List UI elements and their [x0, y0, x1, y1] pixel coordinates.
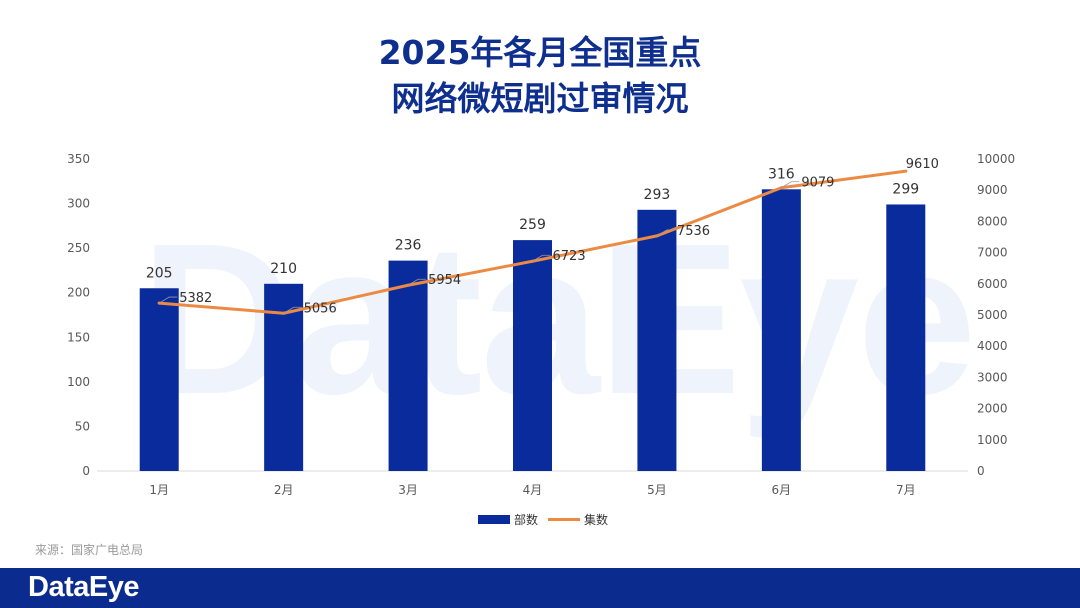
- bar: [637, 209, 677, 471]
- y-left-tick-label: 350: [67, 152, 90, 166]
- bar-series: [139, 189, 926, 471]
- y-right-tick-label: 4000: [977, 339, 1008, 353]
- line-label-leader: [159, 296, 178, 304]
- y-right-tick-label: 0: [977, 464, 985, 478]
- line-value-label: 5382: [179, 291, 212, 306]
- x-tick-label: 4月: [523, 483, 543, 497]
- y-left-tick-label: 0: [82, 464, 90, 478]
- y-right-tick-label: 1000: [977, 433, 1008, 447]
- bar: [886, 204, 926, 471]
- line-point: [904, 169, 908, 173]
- bar-value-label: 299: [892, 181, 919, 197]
- bar-value-label: 293: [644, 187, 671, 203]
- footer-bar: DataEye: [0, 568, 1080, 608]
- legend: 部数 集数: [478, 512, 608, 527]
- legend-line-label: 集数: [584, 512, 608, 527]
- line-label-leader: [283, 306, 302, 314]
- bar: [264, 283, 304, 471]
- y-right-tick-label: 9000: [977, 183, 1008, 197]
- x-tick-label: 5月: [647, 483, 667, 497]
- bar: [139, 288, 179, 471]
- line-label-leader: [781, 181, 800, 189]
- legend-bar-swatch: [478, 515, 510, 524]
- y-right-tick-label: 5000: [977, 308, 1008, 322]
- bar-value-label: 316: [768, 166, 795, 182]
- x-tick-label: 6月: [772, 483, 792, 497]
- x-tick-label: 1月: [149, 483, 169, 497]
- y-left-tick-label: 200: [67, 286, 90, 300]
- line-value-label: 5056: [304, 301, 337, 316]
- line-value-label: 6723: [553, 249, 586, 264]
- y-right-tick-label: 2000: [977, 402, 1008, 416]
- axes: 0 50 100 150 200 250 300 350 0 1000 2000 3000 4000 50…: [67, 152, 1015, 497]
- data-labels: 205 210 236 259 293 316 299 5382 5056 5954 6723 753…: [146, 157, 939, 316]
- line-value-label: 7536: [677, 224, 710, 239]
- legend-bar-label: 部数: [514, 512, 538, 527]
- bar-value-label: 210: [270, 261, 297, 277]
- x-tick-label: 7月: [896, 483, 916, 497]
- y-right-tick-label: 6000: [977, 277, 1008, 291]
- bar: [388, 260, 428, 471]
- line-value-label: 9610: [906, 157, 939, 172]
- bar-value-label: 205: [146, 265, 173, 281]
- bar: [761, 189, 801, 471]
- y-right-tick-label: 8000: [977, 214, 1008, 228]
- y-right-tick-label: 3000: [977, 370, 1008, 384]
- y-right-tick-label: 7000: [977, 246, 1008, 260]
- line-label-leader: [532, 254, 551, 262]
- line-label-leader: [407, 278, 427, 286]
- source-note: 来源：国家广电总局: [35, 543, 144, 557]
- y-left-tick-label: 300: [67, 197, 90, 211]
- bar-value-label: 236: [395, 238, 422, 254]
- y-left-tick-label: 150: [67, 330, 90, 344]
- bar: [513, 240, 552, 471]
- y-left-tick-label: 50: [75, 419, 90, 433]
- y-left-tick-label: 250: [67, 241, 90, 255]
- chart-title: 2025年各月全国重点 网络微短剧过审情况: [0, 30, 1080, 122]
- line-value-label: 9079: [801, 176, 834, 191]
- y-right-tick-label: 10000: [977, 152, 1015, 166]
- line-label-leader: [656, 229, 675, 237]
- y-left-tick-label: 100: [67, 375, 90, 389]
- x-tick-label: 3月: [398, 483, 418, 497]
- title-line-1: 2025年各月全国重点: [378, 33, 702, 72]
- title-line-2: 网络微短剧过审情况: [391, 79, 689, 118]
- x-tick-label: 2月: [274, 483, 294, 497]
- bar-value-label: 259: [519, 217, 546, 233]
- dataeye-logo: DataEye: [28, 571, 139, 603]
- line-value-label: 5954: [428, 273, 461, 288]
